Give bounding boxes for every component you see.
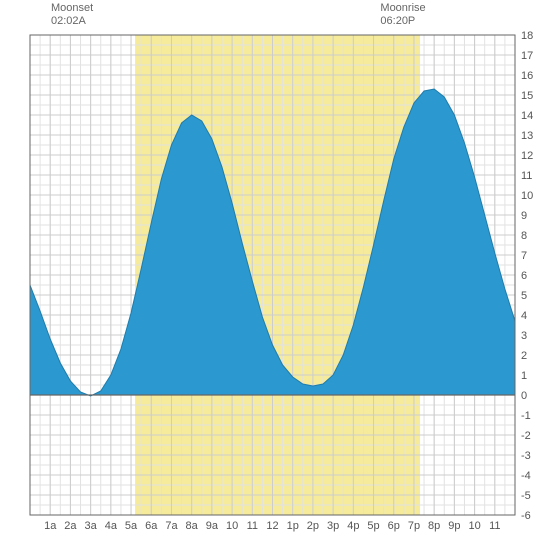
y-tick-label: 16 xyxy=(521,70,533,82)
y-tick-label: -6 xyxy=(521,510,531,522)
y-tick-label: 12 xyxy=(521,150,533,162)
x-tick-label: 2a xyxy=(64,520,77,532)
moonrise-time: 06:20P xyxy=(380,15,425,28)
y-tick-label: -5 xyxy=(521,490,531,502)
x-tick-label: 9a xyxy=(206,520,219,532)
y-tick-label: 1 xyxy=(521,370,527,382)
x-tick-label: 5a xyxy=(125,520,138,532)
x-tick-label: 3p xyxy=(327,520,339,532)
x-tick-label: 6p xyxy=(388,520,400,532)
x-tick-label: 10 xyxy=(468,520,480,532)
tide-chart: Moonset 02:02A Moonrise 06:20P 1a2a3a4a5… xyxy=(0,0,550,550)
y-tick-label: 13 xyxy=(521,130,533,142)
chart-svg: 1a2a3a4a5a6a7a8a9a1011121p2p3p4p5p6p7p8p… xyxy=(0,0,550,550)
y-tick-label: 7 xyxy=(521,250,527,262)
x-tick-label: 6a xyxy=(145,520,158,532)
y-tick-label: 14 xyxy=(521,110,533,122)
y-tick-label: 3 xyxy=(521,330,527,342)
y-tick-label: 10 xyxy=(521,190,533,202)
x-tick-label: 8p xyxy=(428,520,440,532)
y-tick-label: 4 xyxy=(521,310,527,322)
x-tick-label: 10 xyxy=(226,520,238,532)
moonset-annotation: Moonset 02:02A xyxy=(51,2,93,28)
y-tick-label: -1 xyxy=(521,410,531,422)
y-tick-label: 6 xyxy=(521,270,527,282)
y-tick-label: 2 xyxy=(521,350,527,362)
y-tick-label: 9 xyxy=(521,210,527,222)
x-tick-label: 3a xyxy=(85,520,98,532)
y-tick-label: -3 xyxy=(521,450,531,462)
x-tick-label: 12 xyxy=(266,520,278,532)
y-tick-label: 11 xyxy=(521,170,532,182)
y-tick-label: -4 xyxy=(521,470,531,482)
y-tick-label: 8 xyxy=(521,230,527,242)
moonrise-title: Moonrise xyxy=(380,2,425,15)
y-tick-label: -2 xyxy=(521,430,531,442)
x-tick-label: 1a xyxy=(44,520,57,532)
x-tick-label: 11 xyxy=(247,520,258,532)
moonrise-annotation: Moonrise 06:20P xyxy=(380,2,425,28)
moonset-title: Moonset xyxy=(51,2,93,15)
x-tick-label: 1p xyxy=(287,520,299,532)
x-tick-label: 4p xyxy=(347,520,359,532)
y-tick-label: 0 xyxy=(521,390,527,402)
x-tick-label: 4a xyxy=(105,520,118,532)
x-tick-label: 7p xyxy=(408,520,420,532)
x-tick-label: 7a xyxy=(165,520,178,532)
x-tick-label: 2p xyxy=(307,520,319,532)
x-tick-label: 8a xyxy=(186,520,199,532)
y-tick-label: 5 xyxy=(521,290,527,302)
moonset-time: 02:02A xyxy=(51,15,93,28)
y-tick-label: 17 xyxy=(521,50,533,62)
y-tick-label: 18 xyxy=(521,30,533,42)
y-tick-label: 15 xyxy=(521,90,533,102)
x-tick-label: 5p xyxy=(367,520,379,532)
x-tick-label: 9p xyxy=(448,520,460,532)
x-tick-label: 11 xyxy=(489,520,500,532)
